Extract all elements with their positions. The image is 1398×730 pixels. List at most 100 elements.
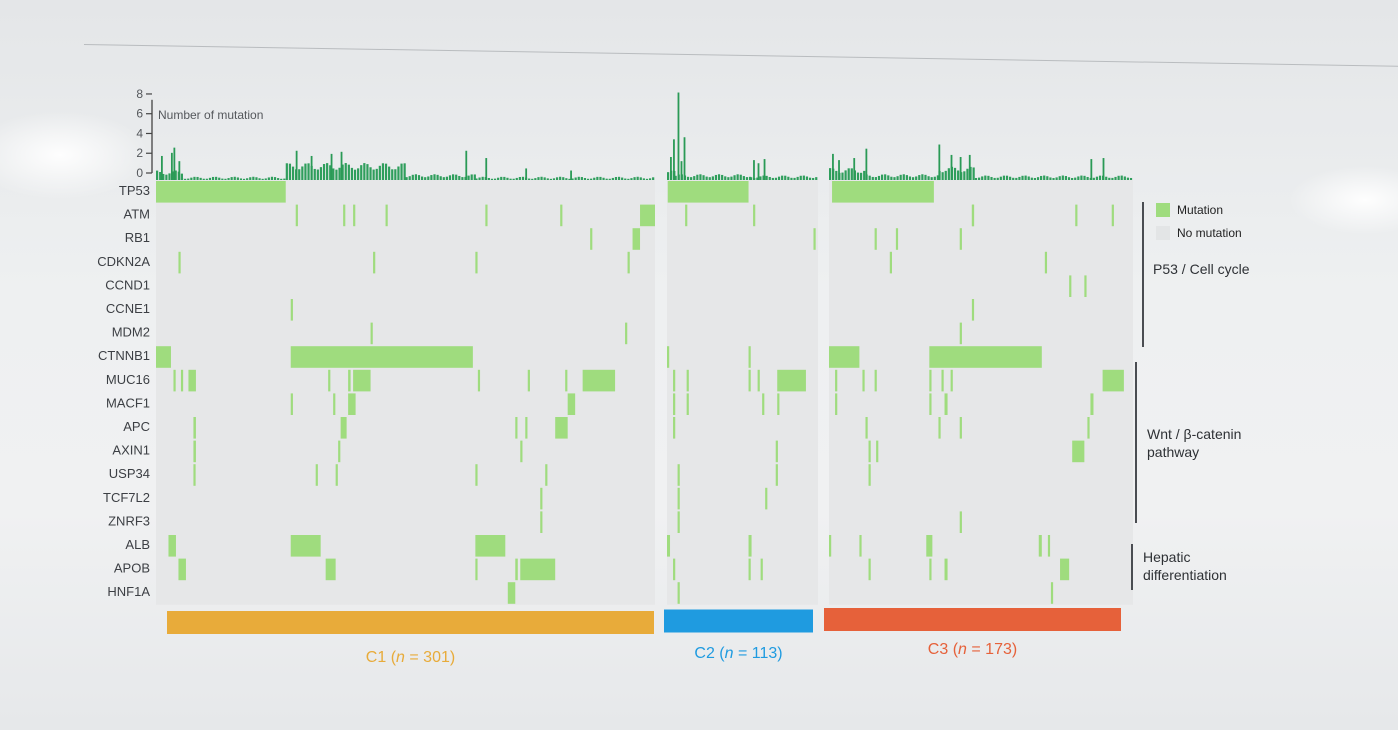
mutation-MUC16: [328, 369, 331, 392]
mutation-APOB: [515, 558, 518, 581]
mutation-TCF7L2: [677, 487, 680, 510]
count-bar: [375, 168, 378, 183]
cluster-bar-C2: [664, 609, 813, 633]
count-bar-peak: [178, 161, 181, 183]
mutation-ALB: [748, 535, 752, 557]
mutation-AXIN1: [193, 440, 196, 463]
mutation-CTNNB1: [748, 346, 751, 368]
count-bar: [667, 172, 670, 183]
mutation-APC: [340, 417, 347, 439]
mutation-CCND1: [1084, 275, 1087, 297]
count-bar: [899, 174, 902, 183]
mutation-USP34: [315, 464, 318, 486]
count-bar: [322, 164, 326, 183]
mutation-ATM: [353, 204, 356, 227]
count-bar: [503, 176, 506, 183]
mutation-MACF1: [567, 393, 576, 415]
mutation-MUC16: [686, 369, 689, 392]
count-bar: [847, 168, 850, 183]
mutation-count-axis: 0 2 4 6 8: [136, 87, 153, 180]
mutation-APOB: [325, 558, 336, 581]
mutation-USP34: [193, 464, 196, 486]
cluster-label-part: C1 (: [366, 649, 397, 666]
count-bar: [1046, 176, 1049, 183]
count-bar: [863, 170, 866, 183]
mutation-USP34: [775, 464, 778, 486]
mutation-APC: [938, 417, 941, 439]
mutation-APC: [515, 417, 518, 439]
mutation-ALB: [290, 535, 321, 557]
count-bar: [933, 176, 936, 183]
count-bar: [350, 167, 354, 183]
count-bar: [1027, 176, 1030, 183]
mutation-HNF1A: [677, 582, 680, 604]
mutation-MUC16: [173, 369, 176, 392]
count-bar: [481, 176, 484, 183]
axis-tick-label: 8: [136, 87, 143, 101]
mutation-MUC16: [874, 369, 877, 392]
count-bar: [1077, 176, 1080, 183]
count-bar: [162, 173, 165, 183]
mutation-MACF1: [1090, 393, 1094, 415]
count-bar: [307, 163, 310, 183]
count-bar-peak: [853, 158, 856, 183]
count-bar: [941, 172, 944, 183]
mutation-MDM2: [625, 322, 628, 345]
count-bar: [159, 171, 162, 183]
count-bar: [1086, 176, 1089, 183]
mutation-MUC16: [565, 369, 568, 392]
axis-tick-label: 0: [136, 166, 143, 180]
mutation-ZNRF3: [959, 511, 962, 533]
count-bar-peak: [1090, 159, 1093, 183]
count-bar: [796, 176, 799, 183]
cluster-C3-background: [829, 180, 1133, 605]
mutation-MACF1: [673, 393, 676, 415]
count-bar: [1024, 175, 1027, 183]
mutation-MACF1: [290, 393, 293, 415]
mutation-CTNNB1: [290, 346, 473, 368]
mutation-MUC16: [777, 369, 806, 392]
count-bar: [521, 176, 525, 183]
cluster-bars: [167, 608, 1121, 634]
count-bar-peak: [865, 148, 868, 183]
count-bar-peak: [680, 161, 683, 183]
mutation-MUC16: [929, 369, 932, 392]
mutation-USP34: [475, 464, 478, 486]
count-bar: [908, 176, 912, 183]
gene-label: RB1: [125, 230, 150, 245]
count-bar: [381, 163, 385, 183]
count-bar: [759, 176, 762, 183]
count-bar: [1021, 175, 1024, 183]
gene-label: TP53: [119, 183, 150, 198]
count-bar-peak: [1102, 158, 1105, 183]
mutation-USP34: [545, 464, 548, 486]
count-bar: [285, 163, 288, 183]
count-bar: [403, 163, 406, 183]
count-bar: [196, 176, 199, 183]
mutation-CDKN2A: [889, 251, 892, 274]
mutation-CDKN2A: [373, 251, 376, 274]
count-bar: [211, 176, 215, 183]
count-bar: [1064, 176, 1068, 183]
mutation-MUC16: [941, 369, 944, 392]
count-bar: [617, 176, 621, 183]
mutation-TCF7L2: [765, 487, 768, 510]
mutation-APOB: [868, 558, 871, 581]
count-bar: [378, 165, 381, 183]
count-bar: [347, 164, 350, 183]
count-bar: [924, 174, 927, 183]
count-bar: [947, 168, 950, 183]
count-bar-peak: [170, 152, 173, 183]
axis-tick-label: 4: [136, 126, 143, 140]
count-bar: [384, 163, 388, 183]
count-bar: [905, 175, 908, 183]
count-bar: [805, 176, 809, 183]
count-bar: [473, 174, 476, 183]
mutation-ATM: [1075, 204, 1078, 227]
count-bar: [270, 176, 274, 183]
screen-glare-left: [0, 110, 150, 200]
count-bar: [165, 174, 168, 183]
mutation-APOB: [760, 558, 763, 581]
mutation-APOB: [178, 558, 186, 581]
